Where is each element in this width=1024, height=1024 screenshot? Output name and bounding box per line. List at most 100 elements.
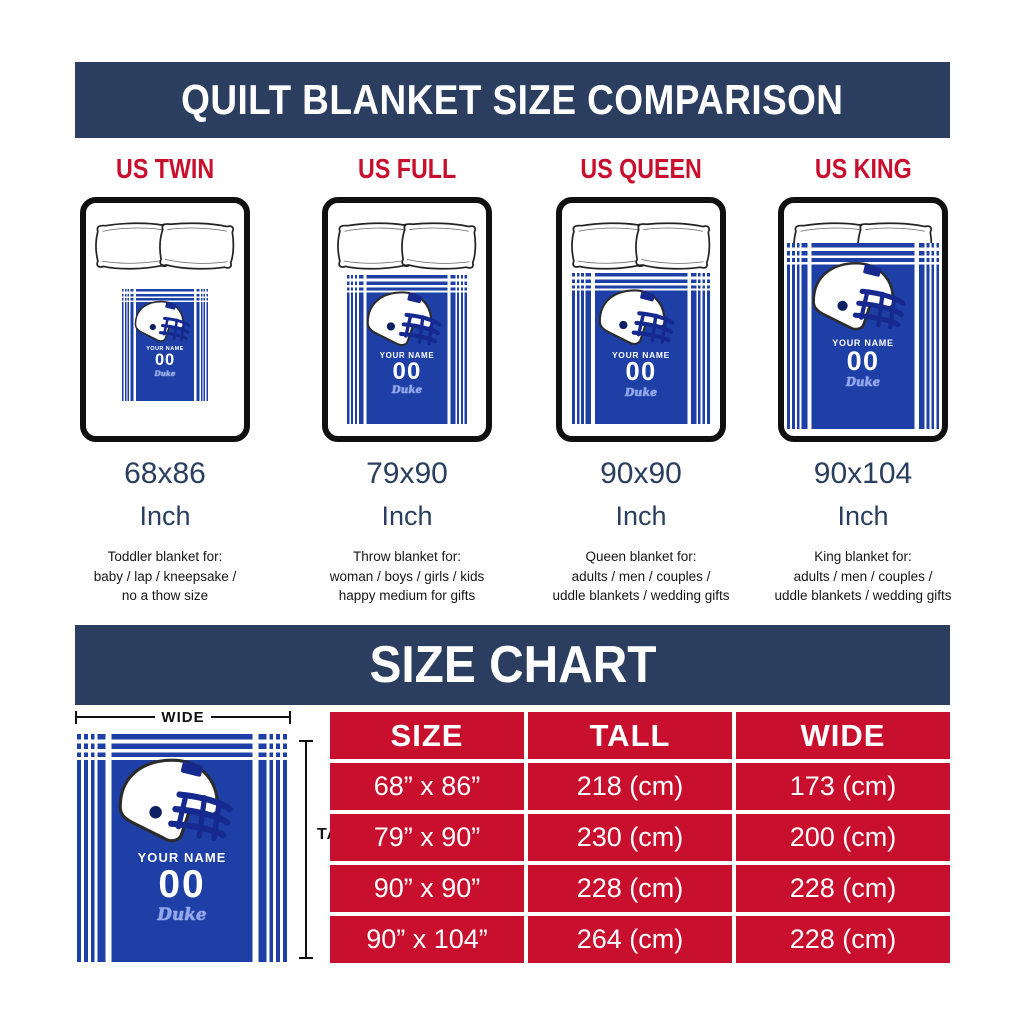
blanket-number: 00 [392, 358, 422, 386]
bed-illustration: YOUR NAME 00 Duke [778, 197, 948, 442]
football-helmet-icon [792, 259, 925, 337]
table-cell-tall: 264 (cm) [528, 916, 732, 963]
pillows [568, 210, 713, 282]
width-measure-line: WIDE [75, 708, 292, 726]
blanket-team-script: Duke [157, 904, 207, 925]
column-label: US QUEEN [580, 153, 702, 184]
table-header-size: SIZE [330, 712, 524, 759]
blanket-team-script: Duke [624, 385, 658, 399]
blanket-team-script: Duke [154, 368, 176, 378]
table-cell-tall: 228 (cm) [528, 865, 732, 912]
table-cell-size: 68” x 86” [330, 763, 524, 810]
bed-illustration: YOUR NAME 00 Duke [322, 197, 492, 442]
measure-bar [210, 716, 290, 718]
measure-tick [75, 710, 77, 724]
desc-line: Toddler blanket for: [107, 549, 223, 564]
blanket-name-label: YOUR NAME [137, 850, 227, 866]
blanket-team-script: Duke [845, 374, 881, 389]
size-description: King blanket for: adults / men / couples… [763, 547, 963, 606]
column-label: US KING [814, 153, 912, 184]
football-helmet-icon [576, 287, 697, 351]
football-helmet-icon [351, 289, 457, 352]
size-chart-table: SIZE TALL WIDE 68” x 86” 218 (cm) 173 (c… [330, 712, 950, 963]
blanket-name-label: YOUR NAME [146, 346, 184, 353]
desc-line: woman / boys / girls / kids [329, 568, 485, 584]
bed-illustration: YOUR NAME 00 Duke [80, 197, 250, 442]
size-chart-banner: SIZE CHART [75, 625, 950, 705]
desc-line: Throw blanket for: [352, 549, 462, 564]
desc-line: uddle blankets / wedding gifts [774, 588, 952, 604]
size-unit: Inch [615, 501, 667, 531]
blanket-number: 00 [846, 345, 880, 376]
table-cell-tall: 230 (cm) [528, 814, 732, 861]
desc-line: adults / men / couples / [793, 568, 933, 584]
measure-tick [289, 710, 292, 724]
page-title: QUILT BLANKET SIZE COMPARISON [181, 76, 844, 123]
table-cell-wide: 173 (cm) [736, 763, 950, 810]
pillow-icon [158, 221, 236, 271]
size-description: Toddler blanket for: baby / lap / kneeps… [65, 547, 265, 606]
wide-label: WIDE [161, 708, 205, 726]
blanket-graphic: YOUR NAME 00 Duke [77, 734, 287, 962]
table-cell-size: 90” x 90” [330, 865, 524, 912]
table-header-tall: TALL [528, 712, 732, 759]
table-cell-wide: 200 (cm) [736, 814, 950, 861]
blanket-name-label: YOUR NAME [832, 337, 894, 348]
pillows [92, 210, 237, 282]
blanket-text: YOUR NAME 00 Duke [787, 338, 939, 427]
desc-line: baby / lap / kneepsake / [93, 568, 237, 584]
desc-line: Queen blanket for: [585, 549, 697, 564]
desc-line: no a thow size [121, 588, 209, 604]
blanket-graphic: YOUR NAME 00 Duke [572, 272, 710, 425]
column-label: US FULL [357, 153, 457, 184]
column-us-king: US KING YOUR NAME 00 Duke 90x104 Inch Ki… [763, 153, 963, 606]
size-value: 68x86 [124, 457, 206, 490]
size-unit: Inch [381, 501, 433, 531]
size-value: 90x104 [813, 457, 913, 490]
size-description: Throw blanket for: woman / boys / girls … [307, 547, 507, 606]
football-helmet-icon [83, 755, 268, 851]
desc-line: happy medium for gifts [338, 588, 476, 604]
blanket-graphic: YOUR NAME 00 Duke [787, 242, 939, 429]
blanket-team-script: Duke [391, 384, 423, 397]
desc-line: adults / men / couples / [571, 568, 711, 584]
blanket-text: YOUR NAME 00 Duke [122, 346, 207, 400]
pillows [334, 210, 479, 282]
height-measure-line [299, 740, 313, 959]
blanket-number: 00 [625, 358, 657, 387]
blanket-text: YOUR NAME 00 Duke [77, 850, 287, 959]
blanket-graphic: YOUR NAME 00 Duke [122, 289, 208, 402]
blanket-number: 00 [158, 863, 206, 907]
column-us-queen: US QUEEN YOUR NAME 00 Duke 90x90 Inch Qu… [541, 153, 741, 606]
blanket-number: 00 [154, 351, 175, 370]
blanket-text: YOUR NAME 00 Duke [347, 351, 467, 423]
table-cell-size: 90” x 104” [330, 916, 524, 963]
table-cell-size: 79” x 90” [330, 814, 524, 861]
title-banner: QUILT BLANKET SIZE COMPARISON [75, 62, 950, 138]
table-cell-wide: 228 (cm) [736, 916, 950, 963]
blanket-graphic: YOUR NAME 00 Duke [346, 275, 468, 425]
desc-line: King blanket for: [814, 549, 912, 564]
blanket-name-label: YOUR NAME [379, 351, 435, 361]
size-chart-title: SIZE CHART [368, 636, 657, 694]
column-label: US TWIN [115, 153, 215, 184]
table-header-wide: WIDE [736, 712, 950, 759]
size-unit: Inch [837, 501, 889, 531]
column-us-full: US FULL YOUR NAME 00 Duke 79x90 Inch Thr… [307, 153, 507, 606]
bed-illustration: YOUR NAME 00 Duke [556, 197, 726, 442]
size-description: Queen blanket for: adults / men / couple… [541, 547, 741, 606]
pillow-icon [400, 221, 478, 271]
desc-line: uddle blankets / wedding gifts [552, 588, 730, 604]
table-cell-wide: 228 (cm) [736, 865, 950, 912]
measured-blanket-figure: WIDE YOUR NAME 00 Duke TALL [75, 708, 360, 966]
football-helmet-icon [133, 300, 191, 343]
blanket-text: YOUR NAME 00 Duke [572, 350, 709, 423]
size-unit: Inch [139, 501, 191, 531]
blanket-name-label: YOUR NAME [611, 350, 671, 361]
table-cell-tall: 218 (cm) [528, 763, 732, 810]
column-us-twin: US TWIN YOUR NAME 00 Duke 68x86 Inch Tod… [65, 153, 265, 606]
size-value: 79x90 [366, 457, 448, 490]
size-value: 90x90 [600, 457, 682, 490]
measure-bar [77, 716, 156, 718]
